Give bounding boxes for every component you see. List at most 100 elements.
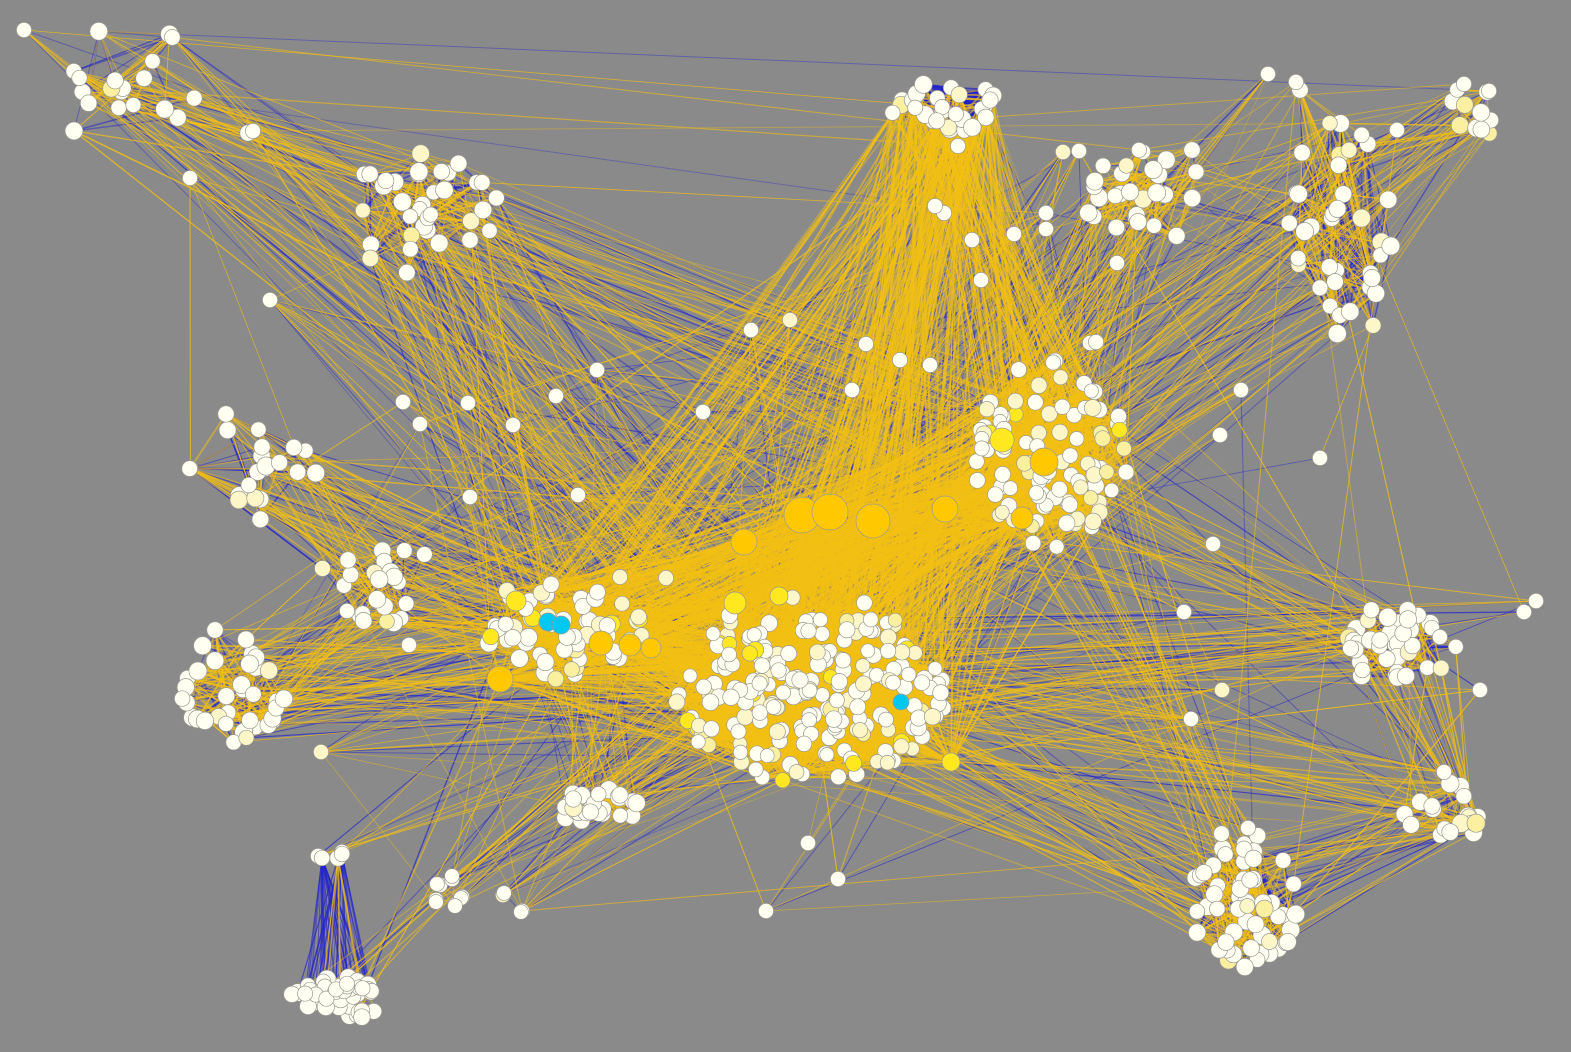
graph-node[interactable] [1311,279,1329,297]
yellow-node[interactable] [845,754,862,772]
cream-node[interactable] [893,643,911,661]
graph-node[interactable] [1205,885,1224,904]
graph-node[interactable] [1107,218,1126,237]
graph-node[interactable] [435,180,454,200]
graph-node[interactable] [473,200,493,220]
graph-node[interactable] [402,240,419,258]
graph-node[interactable] [135,69,153,87]
graph-node[interactable] [1235,958,1254,976]
graph-node[interactable] [164,29,181,46]
graph-node[interactable] [1104,482,1120,498]
graph-node[interactable] [721,646,737,663]
hub-node[interactable] [931,495,959,523]
graph-node[interactable] [1117,463,1135,481]
cream-node[interactable] [1364,317,1382,334]
graph-node[interactable] [1274,852,1292,869]
graph-node[interactable] [367,590,387,609]
yellow-node[interactable] [1111,421,1128,439]
graph-node[interactable] [395,394,411,410]
graph-node[interactable] [377,172,395,190]
cream-node[interactable] [855,675,872,693]
yellow-node[interactable] [774,772,791,789]
graph-node[interactable] [497,616,514,632]
cream-node[interactable] [658,570,674,586]
yellow-node[interactable] [769,586,789,606]
graph-node[interactable] [262,292,278,308]
graph-node[interactable] [880,642,897,660]
graph-node[interactable] [1188,903,1206,920]
graph-node[interactable] [16,22,32,38]
cream-node[interactable] [668,693,686,711]
cream-node[interactable] [1084,512,1102,531]
hub-node[interactable] [618,633,642,657]
graph-node[interactable] [570,487,586,503]
hub-node[interactable] [730,528,758,556]
graph-node[interactable] [218,421,237,440]
graph-node[interactable] [1157,150,1176,170]
graph-node[interactable] [241,711,259,730]
yellow-node[interactable] [741,645,758,662]
graph-node[interactable] [1027,394,1044,411]
graph-node[interactable] [1010,361,1027,378]
graph-node[interactable] [1048,539,1065,555]
graph-node[interactable] [1289,184,1308,204]
graph-node[interactable] [306,463,326,483]
cream-node[interactable] [238,729,255,746]
highlighted-node[interactable] [551,615,571,635]
graph-node[interactable] [1397,667,1415,686]
graph-node[interactable] [973,440,990,457]
graph-node[interactable] [1109,255,1125,271]
graph-node[interactable] [1145,217,1163,234]
graph-node[interactable] [927,661,943,676]
graph-node[interactable] [396,542,413,559]
graph-node[interactable] [751,675,768,692]
graph-node[interactable] [748,761,764,778]
graph-node[interactable] [313,849,331,867]
graph-node[interactable] [1353,126,1370,144]
graph-node[interactable] [460,395,476,411]
graph-node[interactable] [461,231,479,249]
graph-node[interactable] [830,871,846,887]
graph-node[interactable] [800,835,816,851]
graph-node[interactable] [732,744,749,760]
graph-node[interactable] [1241,871,1259,889]
graph-node[interactable] [339,551,357,569]
graph-node[interactable] [825,710,843,728]
graph-node[interactable] [927,198,943,214]
graph-node[interactable] [746,627,762,643]
graph-node[interactable] [1341,302,1360,321]
graph-node[interactable] [611,786,629,804]
cream-node[interactable] [893,738,910,755]
graph-node[interactable] [274,689,294,708]
graph-node[interactable] [182,170,198,186]
graph-node[interactable] [1024,535,1042,552]
graph-node[interactable] [237,630,255,649]
graph-node[interactable] [1129,213,1147,231]
graph-node[interactable] [504,629,522,647]
cream-node[interactable] [361,249,380,267]
cream-node[interactable] [1352,208,1371,228]
graph-node[interactable] [1326,273,1344,291]
graph-node[interactable] [1362,601,1380,619]
graph-node[interactable] [830,768,847,786]
graph-node[interactable] [271,454,288,472]
graph-node[interactable] [318,990,335,1007]
graph-node[interactable] [830,673,848,691]
graph-node[interactable] [385,567,404,586]
graph-node[interactable] [206,621,224,639]
graph-node[interactable] [361,165,379,183]
graph-node[interactable] [914,75,933,94]
graph-node[interactable] [1088,334,1104,350]
graph-node[interactable] [1472,682,1488,698]
graph-node[interactable] [232,675,251,694]
cream-node[interactable] [411,144,430,163]
graph-node[interactable] [1441,823,1459,841]
graph-node[interactable] [188,661,208,681]
graph-node[interactable] [181,460,198,477]
cream-node[interactable] [1040,405,1058,423]
cream-node[interactable] [887,612,903,628]
graph-node[interactable] [849,698,867,716]
graph-node[interactable] [1183,141,1201,159]
graph-node[interactable] [488,189,505,207]
graph-node[interactable] [250,421,267,438]
